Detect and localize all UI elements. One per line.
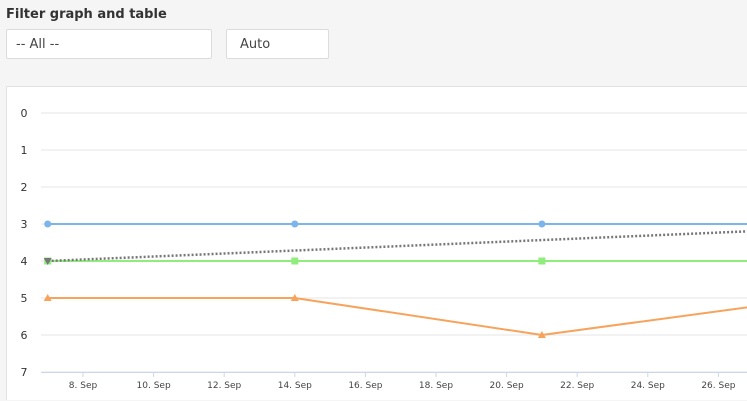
data-point[interactable] xyxy=(538,257,546,265)
y-tick-label: 7 xyxy=(21,366,28,379)
x-tick-label: 18. Sep xyxy=(419,381,453,391)
x-tick-label: 14. Sep xyxy=(278,381,312,391)
series-line-3 xyxy=(46,297,747,336)
category-filter-select[interactable]: -- All -- xyxy=(6,29,212,59)
series-line-4 xyxy=(47,230,747,263)
data-point[interactable] xyxy=(43,294,52,301)
line-chart: 0 1 2 3 4 5 6 7 8. Sep 10. Sep 12. Sep 14. Sep 16. … xyxy=(21,107,747,391)
y-tick-label: 1 xyxy=(21,144,28,157)
x-tick-label: 10. Sep xyxy=(137,381,171,391)
y-tick-label: 6 xyxy=(21,329,28,342)
data-point[interactable] xyxy=(291,220,299,228)
y-tick-label: 5 xyxy=(21,292,28,305)
data-point[interactable] xyxy=(537,331,546,338)
data-point[interactable] xyxy=(44,220,52,228)
x-tick-label: 12. Sep xyxy=(207,381,241,391)
y-tick-label: 2 xyxy=(21,181,28,194)
range-filter-select[interactable]: Auto xyxy=(226,29,329,59)
x-tick-label: 20. Sep xyxy=(490,381,524,391)
x-tick-label: 26. Sep xyxy=(701,381,735,391)
y-tick-label: 3 xyxy=(21,218,28,231)
y-tick-label: 0 xyxy=(21,107,28,120)
x-tick-label: 16. Sep xyxy=(348,381,382,391)
chart-panel: 0 1 2 3 4 5 6 7 8. Sep 10. Sep 12. Sep 14. Sep 16. … xyxy=(6,86,747,400)
data-point[interactable] xyxy=(290,294,299,301)
data-point[interactable] xyxy=(291,257,299,265)
x-tick-label: 22. Sep xyxy=(560,381,594,391)
filter-title: Filter graph and table xyxy=(6,7,167,22)
data-point[interactable] xyxy=(538,220,546,228)
x-tick-label: 8. Sep xyxy=(69,381,98,391)
x-tick-label: 24. Sep xyxy=(631,381,665,391)
y-tick-label: 4 xyxy=(21,255,28,268)
data-point[interactable] xyxy=(43,258,52,265)
